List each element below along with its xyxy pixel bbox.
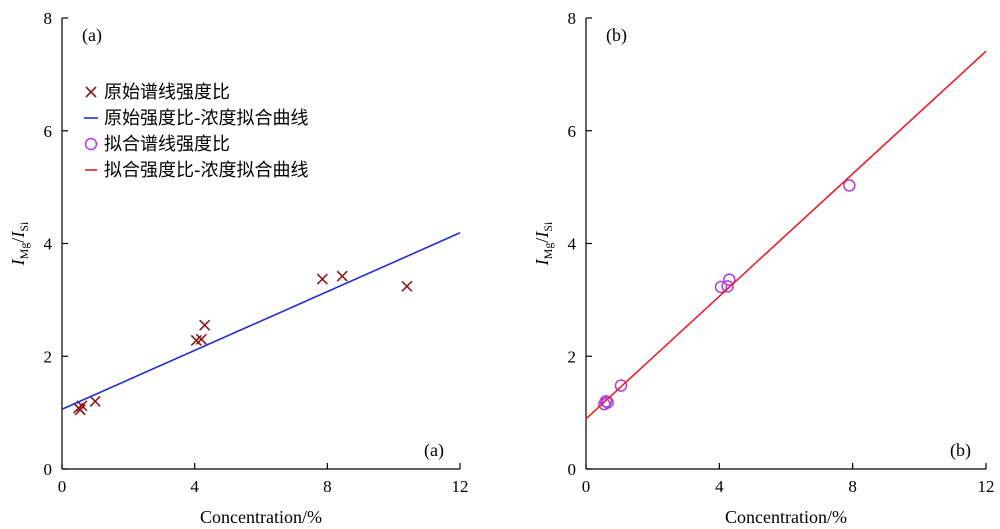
y-axis-label: IMg/ISi [532, 221, 555, 266]
circle-marker-point [614, 379, 628, 392]
y-axis-label-den: I [8, 231, 28, 239]
x-tick-label: 8 [323, 477, 332, 496]
y-tick-label: 8 [568, 9, 577, 28]
x-marker-point [195, 333, 207, 345]
y-axis-label-num-sub: Mg [17, 243, 31, 260]
panel-label-top: (b) [606, 25, 627, 46]
y-axis-label-num-sub: Mg [541, 243, 555, 260]
y-axis-label-den-sub: Si [17, 221, 31, 232]
x-tick-label: 0 [582, 477, 591, 496]
x-tick-label: 8 [848, 477, 857, 496]
y-tick-label: 2 [568, 347, 577, 366]
circle-marker-point [721, 280, 734, 293]
x-tick-label: 12 [978, 477, 995, 496]
y-axis-label-num: I [8, 258, 28, 266]
legend-x-swatch [85, 86, 97, 98]
y-axis-label-sep: / [532, 238, 552, 243]
y-tick-label: 2 [44, 347, 53, 366]
x-axis-label: Concentration/% [725, 507, 847, 527]
legend-circle-swatch [84, 137, 98, 151]
x-marker-point-stroke-2 [336, 270, 348, 282]
x-marker-point [336, 270, 348, 282]
y-tick-label: 0 [568, 460, 577, 479]
x-tick-label: 4 [715, 477, 724, 496]
fit-line [585, 50, 987, 420]
x-marker-point [199, 319, 211, 331]
y-axis-label-sep: / [8, 238, 28, 243]
y-axis-label-num: I [532, 258, 552, 266]
circle-marker-point [843, 179, 856, 192]
y-axis-label-den: I [532, 231, 552, 239]
y-tick-label: 0 [44, 460, 53, 479]
fit-line [61, 232, 461, 410]
y-tick-label: 4 [44, 235, 53, 254]
x-tick-label: 4 [190, 477, 199, 496]
y-tick-label: 6 [44, 122, 53, 141]
legend-entry-label: 原始谱线强度比 [104, 82, 230, 103]
y-tick-label: 8 [44, 9, 53, 28]
circle-marker-point [723, 273, 736, 286]
panel-label-top: (a) [82, 25, 102, 46]
panel-label-bottom: (a) [424, 440, 444, 461]
panel-a: 0 4 8 1202468Concentration/%IMg/ISi(a)(a)原始… [8, 9, 469, 527]
x-marker-point-stroke-2 [401, 280, 413, 292]
x-tick-label: 12 [452, 477, 469, 496]
x-marker-point-stroke-2 [199, 319, 211, 331]
x-marker-point [401, 280, 413, 292]
circle-marker-point [714, 280, 728, 294]
legend-entry-label: 拟合强度比-浓度拟合曲线 [104, 160, 309, 181]
y-tick-label: 6 [568, 122, 577, 141]
x-marker-point-stroke-2 [76, 400, 88, 412]
panel-label-bottom: (b) [950, 440, 971, 461]
legend-x-swatch-stroke-2 [85, 86, 97, 98]
x-marker-point-stroke-2 [316, 273, 328, 285]
x-tick-label: 0 [58, 477, 67, 496]
x-marker-point-stroke-2 [195, 333, 207, 345]
x-axis-label: Concentration/% [200, 507, 322, 527]
y-axis-label: IMg/ISi [8, 221, 31, 266]
x-marker-point [89, 395, 101, 407]
x-marker-point [316, 273, 328, 285]
x-marker-point-stroke-2 [89, 395, 101, 407]
circle-marker-point [601, 396, 614, 409]
y-tick-label: 4 [568, 235, 577, 254]
legend-entry-label: 拟合谱线强度比 [104, 134, 230, 155]
circle-marker-point [599, 395, 613, 408]
y-axis-label-den-sub: Si [541, 221, 555, 232]
legend-entry-label: 原始强度比-浓度拟合曲线 [104, 108, 309, 129]
